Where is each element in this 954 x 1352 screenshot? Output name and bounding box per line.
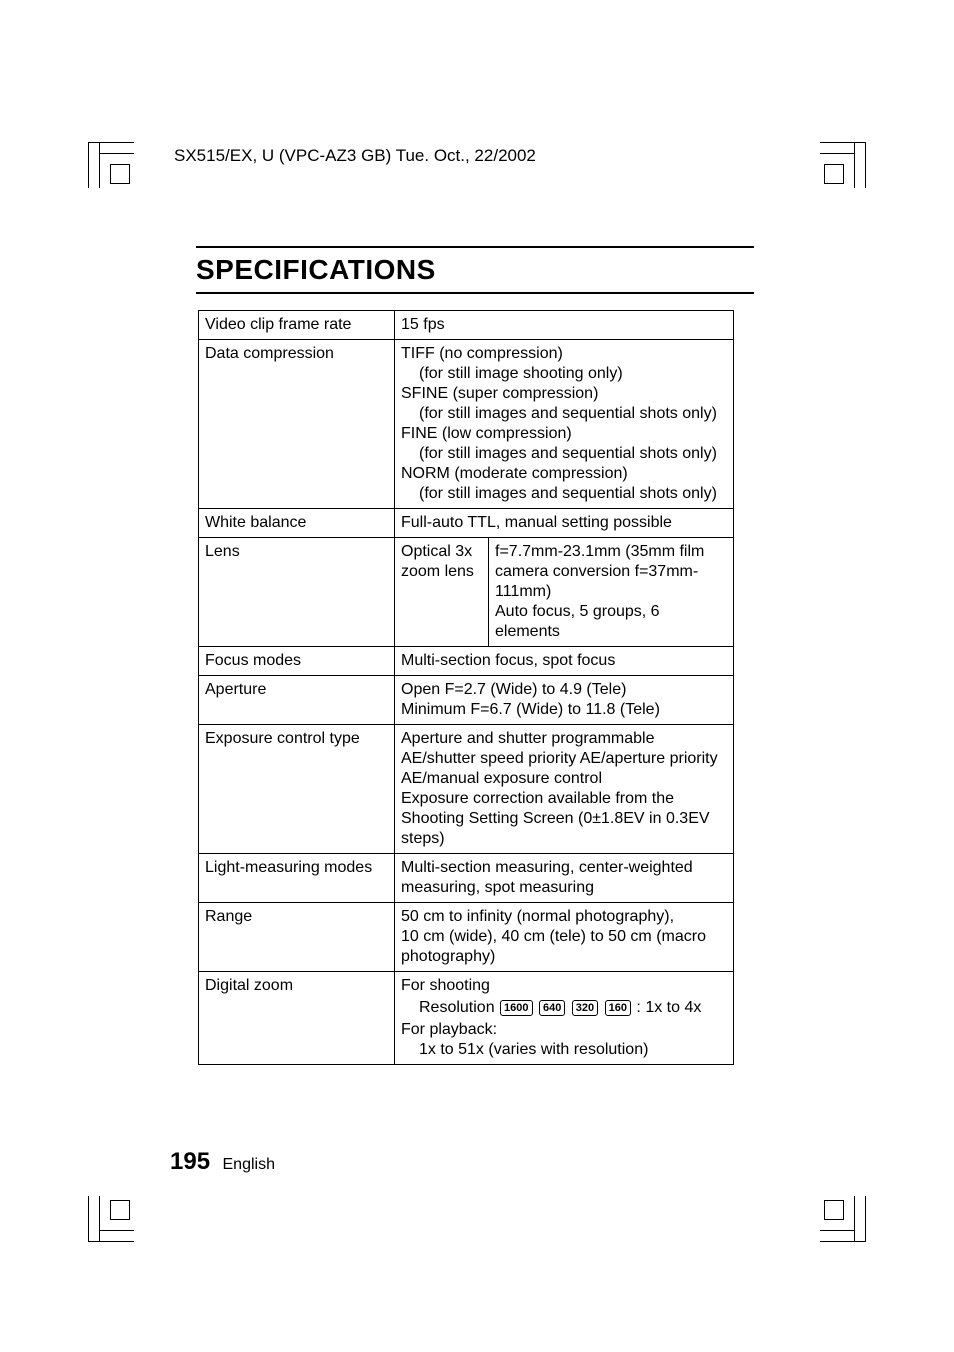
table-row: White balance Full-auto TTL, manual sett… xyxy=(199,509,734,538)
line: SFINE (super compression) xyxy=(401,385,598,402)
spec-label: White balance xyxy=(199,509,395,538)
spec-label: Video clip frame rate xyxy=(199,311,395,340)
line: For playback: xyxy=(401,1021,497,1038)
spec-label: Focus modes xyxy=(199,647,395,676)
spec-sublabel: Optical 3x zoom lens xyxy=(395,538,489,647)
line: TIFF (no compression) xyxy=(401,345,563,362)
resolution-line: Resolution 1600 640 320 160 : 1x to 4x xyxy=(401,998,727,1018)
footer-lang: English xyxy=(223,1156,275,1173)
line: NORM (moderate compression) xyxy=(401,465,628,482)
line: (for still images and sequential shots o… xyxy=(401,404,727,424)
spec-table: Video clip frame rate 15 fps Data compre… xyxy=(198,310,734,1065)
table-row: Lens Optical 3x zoom lens f=7.7mm-23.1mm… xyxy=(199,538,734,647)
spec-value: Multi-section focus, spot focus xyxy=(395,647,734,676)
page-footer: 195 English xyxy=(170,1148,275,1176)
running-header: SX515/EX, U (VPC-AZ3 GB) Tue. Oct., 22/2… xyxy=(174,146,536,166)
spec-value: TIFF (no compression) (for still image s… xyxy=(395,340,734,509)
table-row: Light-measuring modes Multi-section meas… xyxy=(199,854,734,903)
spec-value: 15 fps xyxy=(395,311,734,340)
table-row: Video clip frame rate 15 fps xyxy=(199,311,734,340)
line: Minimum F=6.7 (Wide) to 11.8 (Tele) xyxy=(401,701,660,718)
crop-mark-tr xyxy=(828,132,876,180)
section-title: SPECIFICATIONS xyxy=(196,252,754,292)
res-box-icon: 640 xyxy=(539,1000,565,1016)
spec-label: Aperture xyxy=(199,676,395,725)
spec-value: Full-auto TTL, manual setting possible xyxy=(395,509,734,538)
line: FINE (low compression) xyxy=(401,425,572,442)
text: Resolution xyxy=(419,999,499,1016)
line: 1x to 51x (varies with resolution) xyxy=(401,1040,727,1060)
page-number: 195 xyxy=(170,1148,210,1175)
spec-value: Multi-section measuring, center-weighted… xyxy=(395,854,734,903)
table-row: Aperture Open F=2.7 (Wide) to 4.9 (Tele)… xyxy=(199,676,734,725)
spec-value: Open F=2.7 (Wide) to 4.9 (Tele) Minimum … xyxy=(395,676,734,725)
res-box-icon: 160 xyxy=(605,1000,631,1016)
table-row: Range 50 cm to infinity (normal photogra… xyxy=(199,903,734,972)
spec-value: f=7.7mm-23.1mm (35mm film camera convers… xyxy=(489,538,734,647)
crop-mark-tl xyxy=(78,132,126,180)
table-row: Focus modes Multi-section focus, spot fo… xyxy=(199,647,734,676)
title-rule-bottom xyxy=(196,292,754,294)
line: (for still images and sequential shots o… xyxy=(401,444,727,464)
spec-label: Data compression xyxy=(199,340,395,509)
crop-mark-br xyxy=(828,1204,876,1252)
spec-label: Lens xyxy=(199,538,395,647)
text: : 1x to 4x xyxy=(636,999,701,1016)
spec-label: Exposure control type xyxy=(199,725,395,854)
table-row: Digital zoom For shooting Resolution 160… xyxy=(199,972,734,1065)
content-block: SPECIFICATIONS Video clip frame rate 15 … xyxy=(196,246,754,1065)
line: (for still images and sequential shots o… xyxy=(401,484,727,504)
spec-value: 50 cm to infinity (normal photography), … xyxy=(395,903,734,972)
table-row: Exposure control type Aperture and shutt… xyxy=(199,725,734,854)
res-box-icon: 1600 xyxy=(500,1000,532,1016)
crop-mark-bl xyxy=(78,1204,126,1252)
line: (for still image shooting only) xyxy=(401,364,727,384)
spec-value: Aperture and shutter programmable AE/shu… xyxy=(395,725,734,854)
line: For shooting xyxy=(401,977,490,994)
spec-label: Digital zoom xyxy=(199,972,395,1065)
line: Open F=2.7 (Wide) to 4.9 (Tele) xyxy=(401,681,626,698)
res-box-icon: 320 xyxy=(572,1000,598,1016)
table-row: Data compression TIFF (no compression) (… xyxy=(199,340,734,509)
spec-label: Range xyxy=(199,903,395,972)
spec-value: For shooting Resolution 1600 640 320 160… xyxy=(395,972,734,1065)
spec-label: Light-measuring modes xyxy=(199,854,395,903)
